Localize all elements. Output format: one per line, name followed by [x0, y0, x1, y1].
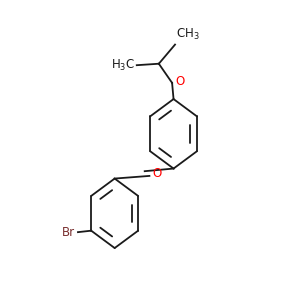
Text: O: O — [152, 167, 162, 180]
Text: O: O — [176, 76, 185, 88]
Text: Br: Br — [62, 226, 75, 239]
Text: H$_3$C: H$_3$C — [111, 58, 135, 73]
Text: CH$_3$: CH$_3$ — [176, 27, 200, 42]
